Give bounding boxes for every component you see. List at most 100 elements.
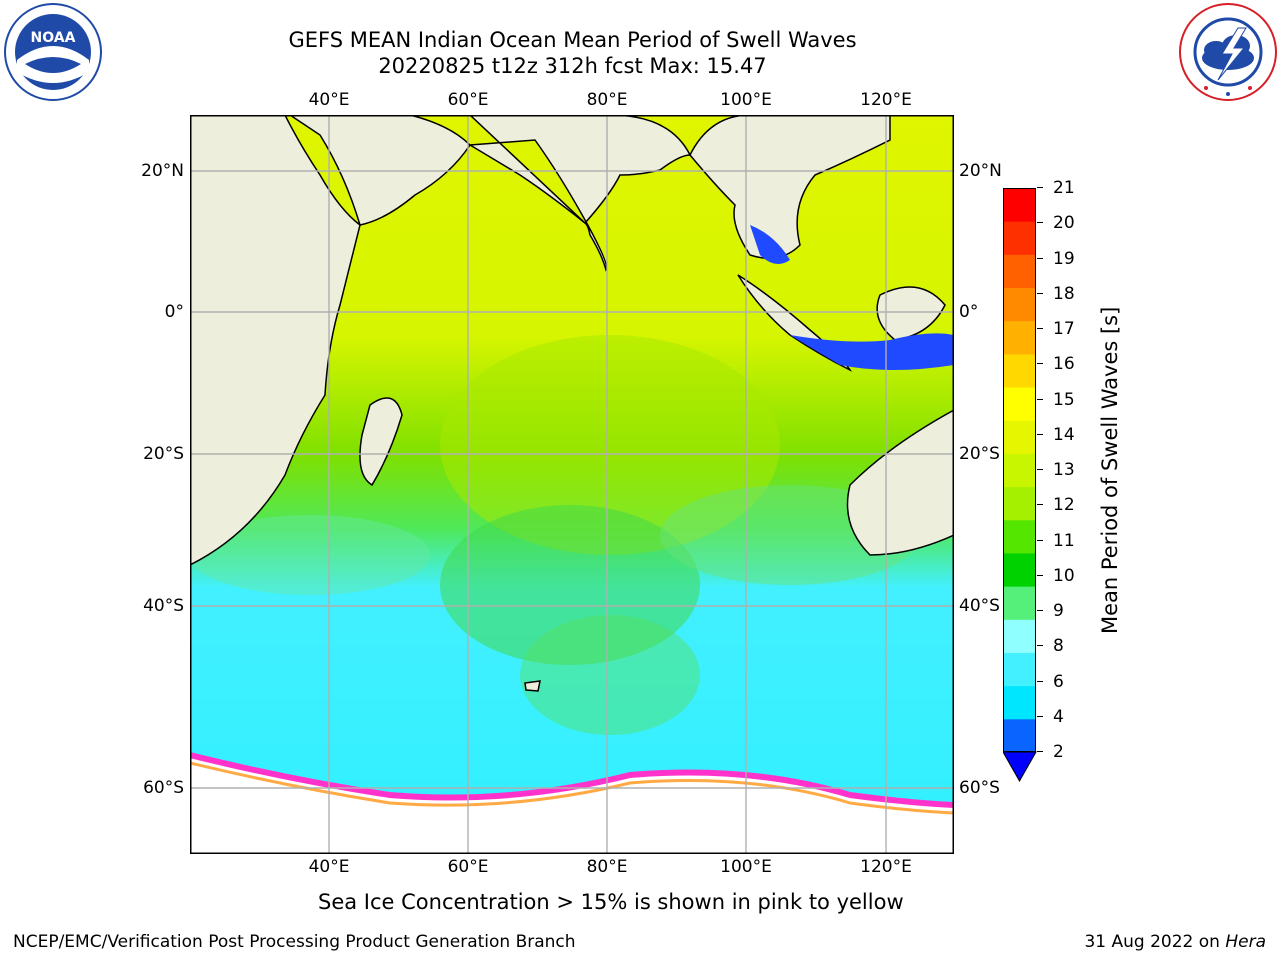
colorbar-tick-label: 6 [1053, 671, 1064, 692]
lat-label-left: 20°S [143, 444, 184, 464]
colorbar-frame [1003, 188, 1036, 752]
footer-machine: Hera [1225, 932, 1266, 952]
lat-label-right: 60°S [959, 778, 1000, 798]
colorbar-tick-label: 13 [1053, 460, 1075, 480]
colorbar-tick-mark [1037, 433, 1043, 435]
colorbar-tick-label: 10 [1053, 565, 1075, 586]
colorbar-tick-mark [1037, 574, 1043, 576]
land-africa [190, 115, 361, 566]
low-swell-thai-gulf [750, 225, 790, 264]
lon-label-bottom: 40°E [308, 857, 350, 877]
colorbar-segment [1003, 188, 1036, 222]
lon-label-bottom: 120°E [860, 857, 912, 877]
lon-label-top: 100°E [720, 90, 772, 110]
colorbar-segment [1003, 685, 1036, 720]
lat-label-left: 60°S [143, 778, 184, 798]
sea-ice-note: Sea Ice Concentration > 15% is shown in … [318, 890, 904, 914]
colorbar-tick-mark [1037, 328, 1043, 329]
colorbar-tick-label: 15 [1053, 389, 1075, 410]
colorbar-tick-label: 4 [1053, 706, 1064, 727]
colorbar-tick-label: 14 [1053, 424, 1075, 445]
lat-label-right: 20°N [959, 161, 1002, 181]
colorbar-segment [1003, 552, 1036, 587]
map-panel [190, 115, 954, 854]
swell-patch [440, 505, 700, 665]
noaa-logo-text: NOAA [31, 30, 76, 46]
colorbar-tick-label: 12 [1053, 495, 1075, 516]
colorbar-segment [1003, 453, 1036, 488]
map-frame [190, 115, 954, 854]
colorbar-segment [1003, 519, 1036, 554]
lat-label-left: 0° [164, 302, 184, 322]
colorbar-tick-label: 18 [1053, 283, 1075, 304]
colorbar-tick-mark [1037, 751, 1043, 752]
footer-credit: NCEP/EMC/Verification Post Processing Pr… [13, 932, 576, 952]
colorbar-segment [1003, 254, 1036, 289]
colorbar-tick-mark [1037, 715, 1043, 717]
lat-label-right: 0° [959, 302, 979, 322]
colorbar-tick-mark [1037, 645, 1043, 647]
land-arabia [288, 115, 471, 226]
chart-title: GEFS MEAN Indian Ocean Mean Period of Sw… [288, 28, 857, 52]
colorbar-tick-label: 9 [1053, 601, 1064, 621]
lon-label-top: 60°E [447, 90, 489, 110]
colorbar-segment [1003, 387, 1036, 421]
colorbar-tick-mark [1037, 398, 1043, 400]
colorbar-tick-mark [1037, 469, 1043, 470]
colorbar-segment [1003, 353, 1036, 388]
colorbar-segment [1003, 287, 1036, 322]
low-swell-java-sea [790, 333, 954, 370]
land-madagascar [359, 397, 403, 487]
colorbar-tick-mark [1037, 187, 1043, 188]
colorbar-tick-mark [1037, 292, 1043, 294]
nws-logo [1179, 3, 1277, 101]
colorbar-segment [1003, 320, 1036, 355]
land-borneo [876, 286, 946, 341]
land-india [467, 115, 692, 272]
colorbar-tick-mark [1037, 257, 1043, 259]
land-indochina [689, 115, 891, 260]
colorbar-under-arrow [1003, 751, 1037, 783]
colorbar-segment [1003, 586, 1036, 620]
colorbar-tick-label: 8 [1053, 636, 1064, 657]
colorbar-tick-label: 17 [1053, 319, 1075, 339]
lat-label-left: 40°S [143, 596, 184, 616]
colorbar-segment [1003, 652, 1036, 687]
lon-label-top: 120°E [860, 90, 912, 110]
swell-patch [190, 515, 430, 595]
lat-label-right: 20°S [959, 444, 1000, 464]
lon-label-top: 80°E [586, 90, 628, 110]
land-australia [846, 409, 954, 556]
colorbar-segment [1003, 420, 1036, 454]
noaa-logo: NOAA [4, 3, 102, 101]
swell-patch [520, 615, 700, 735]
swell-patch [440, 335, 780, 555]
colorbar-tick-label: 2 [1053, 742, 1064, 762]
lon-label-bottom: 100°E [720, 857, 772, 877]
colorbar-segment [1003, 486, 1036, 521]
colorbar-tick-label: 20 [1053, 213, 1075, 234]
lat-label-right: 40°S [959, 596, 1000, 616]
colorbar-tick-mark [1037, 539, 1043, 541]
lon-label-top: 40°E [308, 90, 350, 110]
colorbar-tick-label: 21 [1053, 178, 1075, 198]
lon-label-bottom: 60°E [447, 857, 489, 877]
colorbar-segment [1003, 619, 1036, 653]
colorbar-segment [1003, 718, 1036, 753]
lat-label-left: 20°N [141, 161, 184, 181]
colorbar-tick-mark [1037, 680, 1043, 682]
colorbar-tick-label: 11 [1053, 530, 1075, 551]
chart-subtitle: 20220825 t12z 312h fcst Max: 15.47 [378, 54, 767, 78]
colorbar-tick-label: 19 [1053, 248, 1075, 269]
lon-label-bottom: 80°E [586, 857, 628, 877]
land-kerguelen [524, 680, 541, 692]
map-grid [190, 115, 954, 854]
colorbar-tick-mark [1037, 363, 1043, 365]
footer-date: 31 Aug 2022 on Hera [1084, 932, 1266, 952]
colorbar-segment [1003, 221, 1036, 255]
colorbar-tick-mark [1037, 222, 1043, 224]
colorbar-tick-mark [1037, 504, 1043, 506]
colorbar-tick-mark [1037, 610, 1043, 611]
colorbar [1003, 188, 1037, 783]
land-masses [190, 115, 954, 692]
